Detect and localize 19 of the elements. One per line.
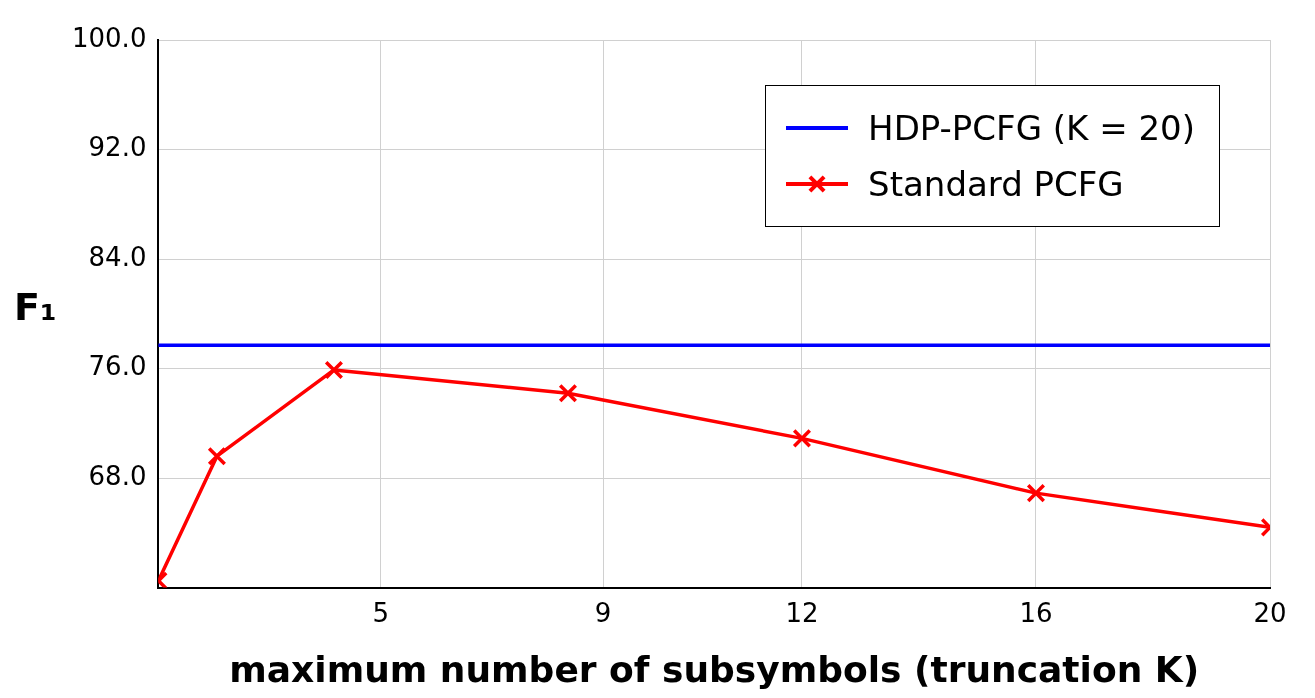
x-tick-label: 5 xyxy=(372,597,390,628)
point xyxy=(324,360,344,380)
legend-label: HDP-PCFG (K = 20) xyxy=(868,108,1195,148)
point xyxy=(792,428,812,448)
x-tick-label: 16 xyxy=(1019,597,1053,628)
x-axis-title: maximum number of subsymbols (truncation K) xyxy=(229,648,1200,690)
y-tick-label: 100.0 xyxy=(72,22,147,53)
point xyxy=(558,383,578,403)
y-axis-title: F₁ xyxy=(14,285,57,329)
y-tick-label: 68.0 xyxy=(88,460,147,491)
y-tick-label: 92.0 xyxy=(88,132,147,163)
legend-label: Standard PCFG xyxy=(868,164,1124,204)
point xyxy=(207,446,227,466)
point xyxy=(1026,483,1046,503)
y-tick-label: 76.0 xyxy=(88,351,147,382)
x-tick-label: 20 xyxy=(1253,597,1287,628)
y-tick-label: 84.0 xyxy=(88,241,147,272)
x-tick-label: 9 xyxy=(594,597,612,628)
x-tick-label: 12 xyxy=(785,597,819,628)
